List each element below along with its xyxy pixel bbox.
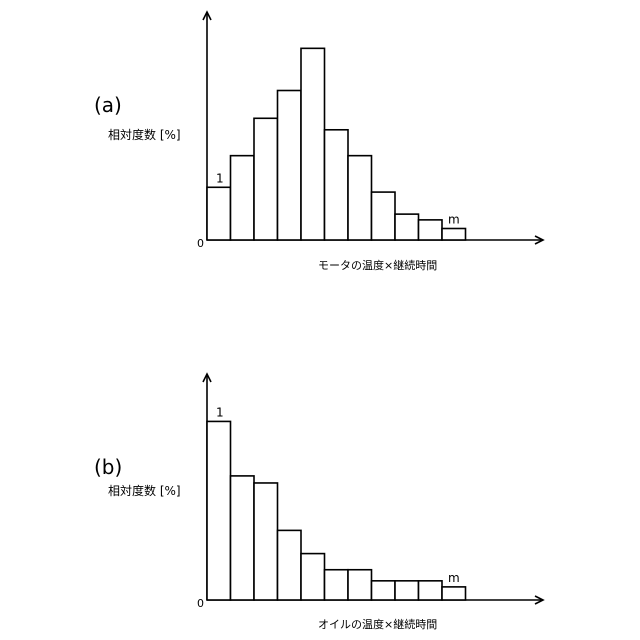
panel-a-bar-2 bbox=[231, 156, 255, 240]
panel-a-bar-4 bbox=[278, 91, 302, 241]
panel-a-bar-m bbox=[442, 229, 466, 241]
panel-a-origin: 0 bbox=[197, 237, 204, 250]
panel-b-label: (b) bbox=[94, 455, 122, 479]
panel-b-bar-5 bbox=[301, 554, 325, 600]
panel-b-bar-3 bbox=[254, 483, 278, 600]
panel-a-bar-8 bbox=[372, 192, 396, 240]
panel-a-xlabel: モータの温度×継続時間 bbox=[318, 258, 437, 272]
panel-a-bar-6 bbox=[325, 130, 349, 240]
panel-a-bar-9 bbox=[395, 214, 419, 240]
panel-a-bar-10 bbox=[419, 220, 443, 240]
panel-b-bar-10 bbox=[419, 581, 443, 600]
panel-a-bar-1 bbox=[207, 187, 231, 240]
panel-a-bars bbox=[207, 48, 466, 240]
panel-a-ylabel: 相対度数 [%] bbox=[108, 127, 181, 142]
panel-b-bar-m bbox=[442, 587, 466, 600]
panel-a-bar-3 bbox=[254, 118, 278, 240]
panel-b-bars bbox=[207, 421, 466, 600]
panel-b-bar-2 bbox=[231, 476, 255, 600]
panel-b-bar-4 bbox=[278, 530, 302, 600]
panel-b-bar-8 bbox=[372, 581, 396, 600]
panel-b-first-bin-label: 1 bbox=[216, 405, 224, 419]
panel-b-xlabel: オイルの温度×継続時間 bbox=[318, 617, 437, 631]
panel-b-bar-6 bbox=[325, 570, 349, 600]
panel-b-origin: 0 bbox=[197, 597, 204, 610]
panel-b: (b) 相対度数 [%] 0 オイルの温度×継続時間 1 m bbox=[94, 374, 543, 631]
panel-a-last-bin-label: m bbox=[448, 213, 460, 227]
panel-b-bar-7 bbox=[348, 570, 372, 600]
panel-b-last-bin-label: m bbox=[448, 571, 460, 585]
panel-b-bar-1 bbox=[207, 421, 231, 600]
panel-a-bar-7 bbox=[348, 156, 372, 240]
panel-a-label: (a) bbox=[94, 93, 122, 117]
panel-b-bar-9 bbox=[395, 581, 419, 600]
panel-a-first-bin-label: 1 bbox=[216, 171, 224, 185]
panel-b-ylabel: 相対度数 [%] bbox=[108, 483, 181, 498]
panel-a-bar-5 bbox=[301, 48, 325, 240]
panel-a: (a) 相対度数 [%] 0 モータの温度×継続時間 1 m bbox=[94, 12, 543, 272]
